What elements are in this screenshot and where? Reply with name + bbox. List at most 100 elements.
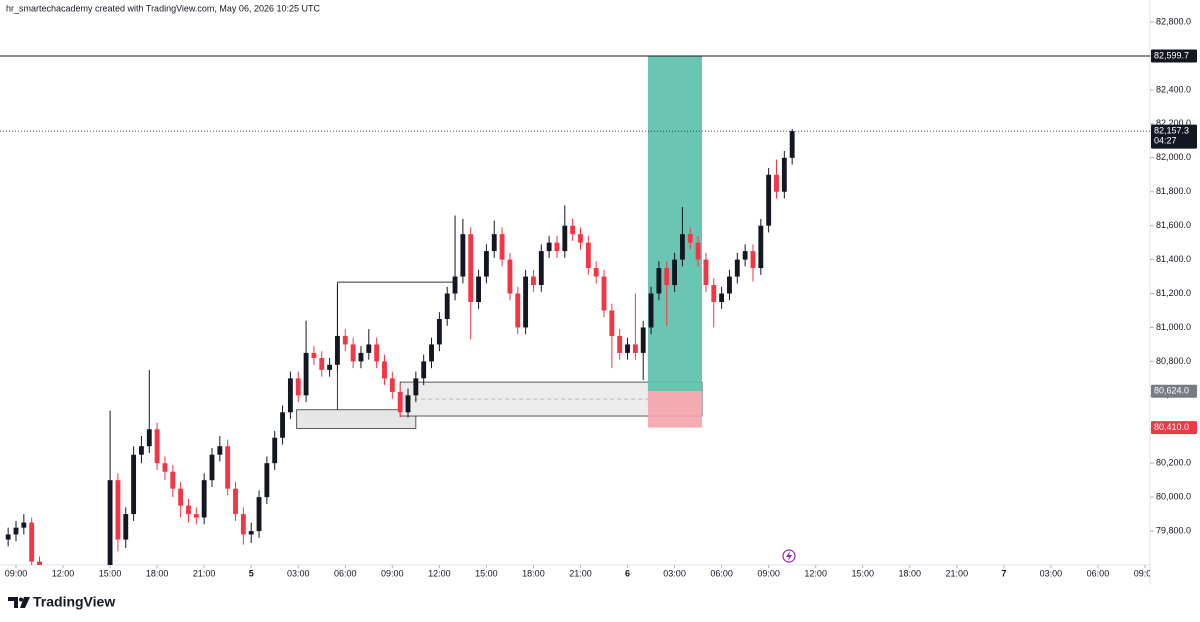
candle-body <box>570 225 576 235</box>
candle-body <box>280 412 285 438</box>
x-tick-label: 18:00 <box>146 568 169 578</box>
x-tick-label: 09:00 <box>381 568 404 578</box>
stop-price-label-box <box>1151 421 1197 435</box>
y-tick-label: 81,800.0 <box>1156 186 1191 196</box>
y-tick-label: 79,800.0 <box>1156 525 1191 535</box>
y-tick-label: 81,600.0 <box>1156 220 1191 230</box>
candle-body <box>303 352 309 396</box>
candle-body <box>523 276 529 328</box>
x-tick-label: 09:00 <box>1134 568 1157 578</box>
candle-body <box>421 361 427 379</box>
candle-body <box>632 344 638 353</box>
x-tick-label: 12:00 <box>804 568 827 578</box>
candle-body <box>703 259 709 286</box>
y-tick-label: 82,400.0 <box>1156 84 1191 94</box>
plot-area <box>0 55 1150 565</box>
candle-body <box>711 285 717 303</box>
x-tick-label: 5 <box>249 568 254 578</box>
candle-body <box>554 242 560 252</box>
candle-body <box>233 488 238 515</box>
candle-body <box>758 225 764 269</box>
candle-body <box>476 276 481 303</box>
candle-body <box>256 497 262 532</box>
x-tick-label: 03:00 <box>287 568 310 578</box>
candle-body <box>609 310 615 336</box>
candle-body <box>531 276 536 286</box>
candle-body <box>350 344 356 362</box>
candle-body <box>687 234 693 243</box>
x-tick-label: 18:00 <box>522 568 545 578</box>
candle-body <box>123 514 129 540</box>
candle-body <box>115 480 121 540</box>
candle-body <box>695 242 701 260</box>
y-tick-label: 81,400.0 <box>1156 254 1191 264</box>
time-axis: 09:00 12:00 15:00 18:00 21:00 5 03:00 06:00 09:0… <box>5 565 1157 578</box>
x-tick-label: 09:00 <box>757 568 780 578</box>
x-tick-label: 06:00 <box>1087 568 1110 578</box>
candle-body <box>444 293 450 319</box>
candle-body <box>311 352 317 359</box>
candle-body <box>154 429 160 464</box>
candle-body <box>562 225 568 252</box>
x-tick-label: 21:00 <box>193 568 216 578</box>
x-tick-label: 15:00 <box>475 568 498 578</box>
candle-body <box>672 259 678 286</box>
candle-body <box>107 480 113 565</box>
candle-body <box>436 318 442 345</box>
y-tick-label: 82,800.0 <box>1156 16 1191 26</box>
candle-body <box>774 174 779 192</box>
candle-body <box>209 454 215 481</box>
candle-body <box>178 488 184 506</box>
candle-body <box>766 174 772 226</box>
candle-body <box>648 293 654 328</box>
candle-body <box>139 446 144 455</box>
candle-body <box>131 454 137 515</box>
candle-body <box>499 234 505 260</box>
candle-body <box>491 234 497 252</box>
target-zone <box>647 56 703 392</box>
x-tick-label: 09:00 <box>5 568 28 578</box>
candle-body <box>452 276 458 294</box>
y-tick-label: 82,000.0 <box>1156 152 1191 162</box>
zone-box <box>296 409 417 429</box>
candle-body <box>656 268 662 294</box>
candle-body <box>389 378 395 392</box>
candle-body <box>146 429 152 447</box>
candle-body <box>460 234 466 277</box>
y-tick-label: 80,800.0 <box>1156 356 1191 366</box>
candle-body <box>366 344 372 353</box>
candle-body <box>382 361 387 379</box>
x-tick-label: 6 <box>625 568 630 578</box>
x-tick-label: 21:00 <box>946 568 969 578</box>
header-text: hr_smartechacademy created with TradingV… <box>6 3 320 13</box>
stop-zone <box>647 391 703 428</box>
candle-body <box>248 531 254 535</box>
candle-body <box>21 522 27 528</box>
brand-name: TradingView <box>33 594 115 610</box>
x-tick-label: 7 <box>1001 568 1006 578</box>
y-tick-label: 82,200.0 <box>1156 118 1191 128</box>
candle-body <box>319 358 325 370</box>
y-tick-label: 81,200.0 <box>1156 288 1191 298</box>
candle-body <box>295 378 301 396</box>
y-tick-label: 80,200.0 <box>1156 458 1191 468</box>
line-price-label: 82,599.7 <box>1154 50 1189 60</box>
candle-body <box>719 293 725 303</box>
entry-price-label-box <box>1151 384 1197 398</box>
candle-body <box>679 234 685 260</box>
alert-icon <box>782 549 796 563</box>
candle-body <box>578 234 583 243</box>
candle-body <box>507 259 513 294</box>
x-tick-label: 12:00 <box>428 568 451 578</box>
x-tick-label: 18:00 <box>899 568 922 578</box>
y-tick-label: 80,000.0 <box>1156 492 1191 502</box>
candle-body <box>201 480 207 518</box>
brand-logo: TradingView <box>8 594 115 610</box>
candle-body <box>217 446 223 455</box>
candle-body <box>727 276 732 294</box>
candle-body <box>374 344 380 362</box>
candle-body <box>287 378 293 413</box>
candle-body <box>585 242 591 269</box>
